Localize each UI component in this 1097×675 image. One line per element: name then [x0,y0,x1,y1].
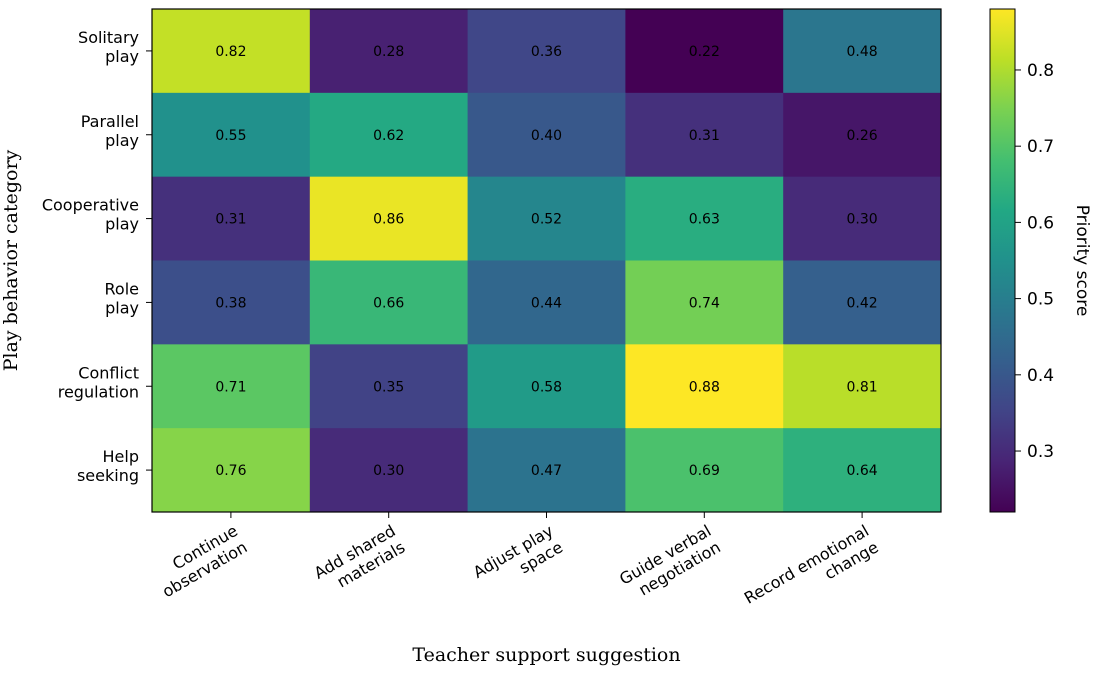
heatmap-cell [467,260,626,345]
cell-value-label: 0.82 [215,44,246,60]
colorbar [989,8,1016,513]
cell-value-label: 0.31 [215,212,246,228]
colorbar-ticks: 0.3 0.4 0.5 0.6 0.7 0.8 [1015,61,1054,462]
cell-value-label: 0.52 [531,212,562,228]
x-tick-label: Add sharedmaterials [311,521,408,599]
cell-value-labels: 0.82 0.28 0.36 0.22 0.48 0.55 0.62 0.40 0.31 0.26… [215,44,877,479]
x-tick-label: Adjust playspace [470,521,566,598]
heatmap-cell [625,176,784,261]
heatmap-cell [783,92,942,178]
colorbar-tick-label: 0.7 [1027,137,1054,157]
cell-value-label: 0.28 [373,44,404,60]
heatmap-cell [467,428,626,513]
y-axis-label: Play behavior category [0,149,22,371]
heatmap-cell [467,344,626,429]
cell-value-label: 0.86 [373,212,404,228]
cell-value-label: 0.88 [689,379,720,395]
cell-value-label: 0.62 [373,128,404,144]
colorbar-label: Priority score [1072,205,1092,317]
y-tick-label: Solitary play [78,28,139,66]
y-tick-label: Role play [105,279,139,317]
x-tick-label: Guide verbalnegotiation [616,521,724,605]
cell-value-label: 0.38 [215,295,246,311]
heatmap-cell [625,260,784,345]
cell-value-label: 0.74 [689,295,720,311]
cell-value-label: 0.55 [215,128,246,144]
cell-value-label: 0.30 [373,463,404,479]
heatmap-cell [309,9,469,94]
heatmap-cell [783,344,942,429]
cell-value-label: 0.71 [215,379,246,395]
heatmap-cell [467,176,626,261]
heatmap-cell [152,428,311,513]
cell-value-label: 0.40 [531,128,562,144]
heatmap-cell [309,428,469,513]
colorbar-tick-label: 0.4 [1027,366,1054,386]
cell-value-label: 0.69 [689,463,720,479]
heatmap-cell [625,428,784,513]
heatmap-cell [152,9,311,94]
cell-value-label: 0.76 [215,463,246,479]
x-axis-label: Teacher support suggestion [412,644,680,666]
y-tick-label: Cooperative play [42,196,139,234]
heatmap-cell [152,260,311,345]
cell-value-label: 0.66 [373,295,404,311]
heatmap-cell [625,92,784,178]
y-tick-label: Parallel play [81,112,139,150]
cell-value-label: 0.36 [531,44,562,60]
cell-value-label: 0.48 [847,44,878,60]
cell-value-label: 0.22 [689,44,720,60]
heatmap-cell [783,260,942,345]
colorbar-tick-label: 0.8 [1027,61,1054,81]
heatmap-cells [152,9,942,513]
cell-value-label: 0.31 [689,128,720,144]
heatmap-cell [309,92,469,178]
colorbar-tick-label: 0.5 [1027,290,1054,310]
heatmap-cell [152,176,311,261]
colorbar-tick-label: 0.6 [1027,213,1054,233]
heatmap-cell [783,176,942,261]
heatmap-cell [625,344,784,429]
heatmap-cell [152,344,311,429]
cell-value-label: 0.42 [847,295,878,311]
heatmap-cell [467,9,626,94]
cell-value-label: 0.81 [847,379,878,395]
heatmap-cell [783,9,942,94]
cell-value-label: 0.58 [531,379,562,395]
cell-value-label: 0.26 [847,128,878,144]
heatmap-cell [309,344,469,429]
x-axis-ticks: Continueobservation Add sharedmaterials Ad… [149,512,882,624]
heatmap-cell [783,428,942,513]
heatmap-cell [309,260,469,345]
heatmap-cell [467,92,626,178]
y-axis-ticks: Solitary play Parallel play Cooperative play R… [42,28,152,485]
heatmap-cell [152,92,311,178]
cell-value-label: 0.30 [847,212,878,228]
y-tick-label: Conflict regulation [58,363,139,401]
colorbar-tick-label: 0.3 [1027,442,1054,462]
cell-value-label: 0.44 [531,295,562,311]
x-tick-label: Continueobservation [149,521,250,601]
heatmap-cell [309,176,469,261]
cell-value-label: 0.63 [689,212,720,228]
cell-value-label: 0.64 [847,463,878,479]
cell-value-label: 0.35 [373,379,404,395]
heatmap-cell [625,9,784,94]
x-tick-label: Record emotionalchange [741,521,882,624]
cell-value-label: 0.47 [531,463,562,479]
y-tick-label: Help seeking [77,447,139,485]
